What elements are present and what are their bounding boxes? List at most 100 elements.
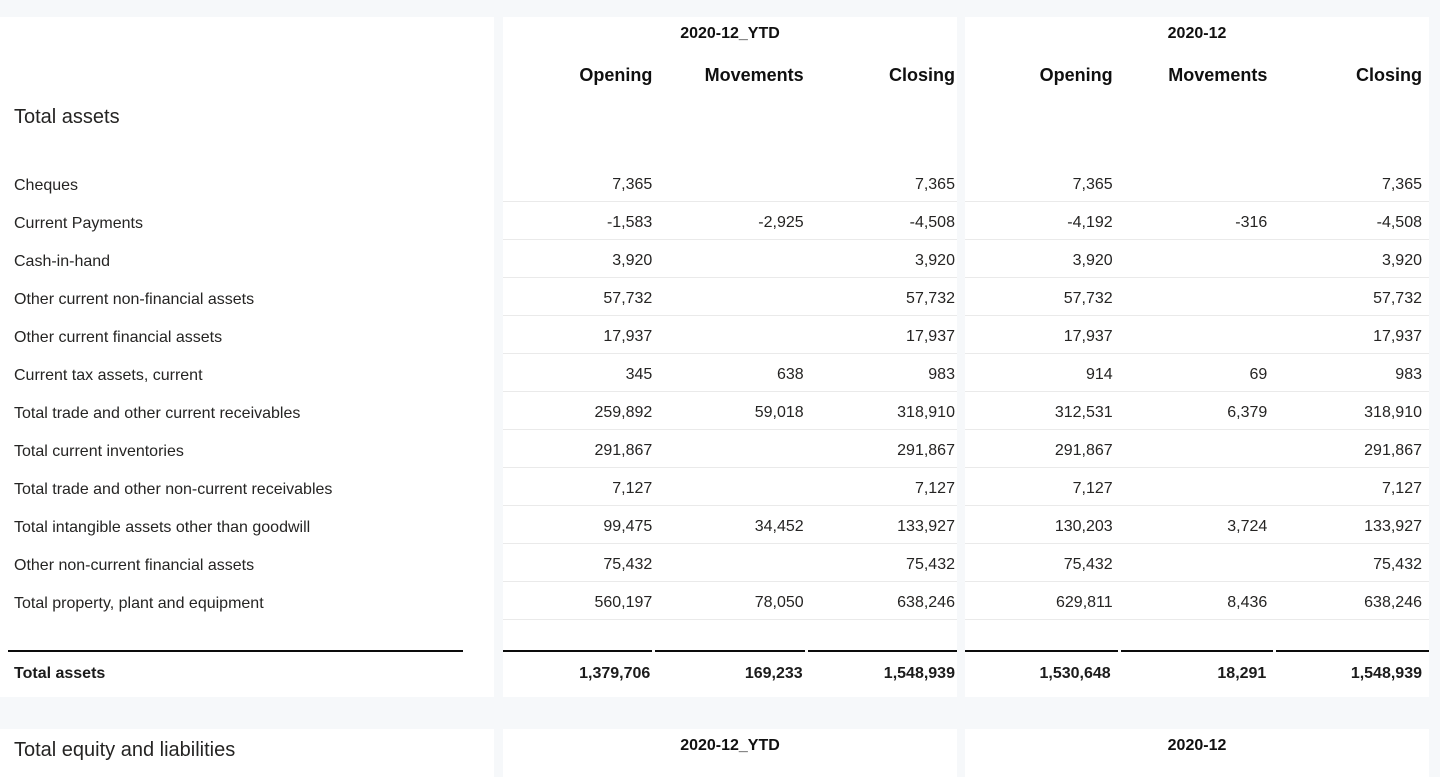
column-header-movements: Movements [704, 64, 804, 85]
value-cell: 75,432 [906, 556, 955, 573]
assets-month-matrix-panel: 2020-12 Opening Movements Closing 7,365 7,3… [965, 17, 1429, 697]
value-cell: 17,937 [603, 328, 653, 345]
row-label: Other non-current financial assets [14, 557, 255, 574]
value-cell: 914 [1085, 366, 1113, 383]
value-cell: 69 [1249, 366, 1268, 383]
assets-total-row: Total assets [0, 650, 494, 683]
data-row: 291,867 291,867 [503, 430, 957, 468]
data-row: 7,365 7,365 [965, 164, 1429, 202]
value-cell [1120, 194, 1275, 201]
value-cell: -316 [1235, 214, 1268, 231]
data-row: 17,937 17,937 [503, 316, 957, 354]
data-row: 7,365 7,365 [503, 164, 957, 202]
value-cell: 638,246 [1364, 594, 1422, 611]
value-cell: 3,920 [914, 252, 955, 269]
value-cell [1120, 574, 1275, 581]
value-cell: -4,192 [1067, 214, 1113, 231]
row-label: Total intangible assets other than goodw… [14, 519, 311, 536]
ytd-value-rows: 7,365 7,365 -1,583 -2,925 -4,508 3,920 3,920 57… [503, 164, 957, 620]
total-value-cell: 169,233 [655, 650, 805, 683]
value-cell: 291,867 [1364, 442, 1422, 459]
value-cell [654, 574, 805, 581]
value-cell: 983 [1395, 366, 1422, 383]
equity-ytd-matrix-panel: 2020-12_YTD [503, 729, 957, 777]
value-cell: 133,927 [1364, 518, 1422, 535]
data-row: 75,432 75,432 [965, 544, 1429, 582]
value-cell: 7,127 [612, 480, 653, 497]
total-value-cell: 1,548,939 [1276, 650, 1429, 683]
value-cell [1120, 498, 1275, 505]
data-row: 312,531 6,379 318,910 [965, 392, 1429, 430]
row-label: Total trade and other current receivable… [14, 405, 301, 422]
column-header-opening: Opening [1039, 64, 1113, 85]
data-row: 7,127 7,127 [503, 468, 957, 506]
value-cell [654, 460, 805, 467]
value-cell: 57,732 [1063, 290, 1113, 307]
value-cell [654, 270, 805, 277]
value-cell [654, 498, 805, 505]
value-cell: 318,910 [897, 404, 955, 421]
value-cell [1120, 270, 1275, 277]
month-total-row: 1,530,648 18,291 1,548,939 [965, 650, 1429, 683]
value-cell: 3,920 [1381, 252, 1422, 269]
value-cell: 345 [625, 366, 653, 383]
value-cell: 3,920 [1072, 252, 1113, 269]
data-row: 3,920 3,920 [503, 240, 957, 278]
column-header-movements: Movements [1168, 64, 1268, 85]
row-label: Total trade and other non-current receiv… [14, 481, 333, 498]
value-cell: 17,937 [906, 328, 955, 345]
data-row: 7,127 7,127 [965, 468, 1429, 506]
value-cell: 3,724 [1227, 518, 1268, 535]
value-cell: 638 [776, 366, 804, 383]
row-label: Cash-in-hand [14, 253, 111, 270]
value-cell: 57,732 [603, 290, 653, 307]
value-cell: 75,432 [1063, 556, 1113, 573]
assets-ytd-matrix-panel: 2020-12_YTD Opening Movements Closing 7,36… [503, 17, 957, 697]
equity-month-matrix-panel: 2020-12 [965, 729, 1429, 777]
grand-total-rule [8, 650, 463, 652]
value-cell: 318,910 [1364, 404, 1422, 421]
total-value-cell: 1,530,648 [965, 650, 1118, 683]
data-row: -4,192 -316 -4,508 [965, 202, 1429, 240]
data-row: 259,892 59,018 318,910 [503, 392, 957, 430]
row-label: Total property, plant and equipment [14, 595, 264, 612]
value-cell: 7,365 [1381, 176, 1422, 193]
value-cell: 291,867 [594, 442, 653, 459]
row-label: Cheques [14, 177, 79, 194]
row-label: Other current financial assets [14, 329, 223, 346]
value-cell: 59,018 [754, 404, 804, 421]
value-cell: 17,937 [1373, 328, 1422, 345]
value-cell [654, 308, 805, 315]
value-cell: 7,365 [612, 176, 653, 193]
value-cell: 7,127 [1381, 480, 1422, 497]
assets-row-labels: Cheques Current Payments Cash-in-hand Other… [0, 164, 494, 620]
data-row: 3,920 3,920 [965, 240, 1429, 278]
value-cell: 7,127 [1072, 480, 1113, 497]
value-cell: 133,927 [897, 518, 955, 535]
assets-row-labels-panel: Total assets Cheques Current Payments Cash… [0, 17, 494, 697]
value-cell: 75,432 [1373, 556, 1422, 573]
period-group-header-ytd: 2020-12_YTD [680, 25, 780, 42]
value-cell: 7,127 [914, 480, 955, 497]
data-row: 560,197 78,050 638,246 [503, 582, 957, 620]
value-cell: -4,508 [1376, 214, 1422, 231]
assets-total-label: Total assets [14, 665, 106, 682]
data-row: 57,732 57,732 [965, 278, 1429, 316]
value-cell: 312,531 [1054, 404, 1113, 421]
column-header-closing: Closing [1356, 64, 1422, 85]
total-value-cell: 1,548,939 [807, 650, 957, 683]
value-cell [654, 346, 805, 353]
value-cell: 259,892 [594, 404, 653, 421]
value-cell: 291,867 [897, 442, 955, 459]
data-row: 99,475 34,452 133,927 [503, 506, 957, 544]
total-value-cell: 18,291 [1120, 650, 1274, 683]
value-cell: 291,867 [1054, 442, 1113, 459]
row-label: Current Payments [14, 215, 143, 232]
value-cell: 130,203 [1054, 518, 1113, 535]
value-cell: 34,452 [754, 518, 804, 535]
value-cell [654, 194, 805, 201]
equity-section-title: Total equity and liabilities [14, 739, 236, 761]
value-cell: 7,365 [1072, 176, 1113, 193]
value-cell: 75,432 [603, 556, 653, 573]
data-row: 75,432 75,432 [503, 544, 957, 582]
